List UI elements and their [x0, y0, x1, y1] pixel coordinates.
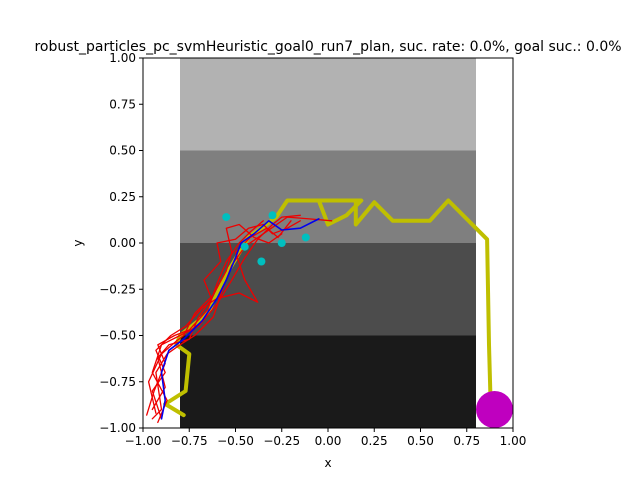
- y-tick-label-4: 0.00: [109, 236, 136, 250]
- y-tick-label-0: −1.00: [99, 421, 136, 435]
- chart-title: robust_particles_pc_svmHeuristic_goal0_r…: [34, 39, 621, 55]
- trajectory-line-4: [151, 220, 292, 420]
- x-tick-label-4: 0.00: [315, 434, 342, 448]
- y-tick-label-2: −0.50: [99, 329, 136, 343]
- background-band-2: [180, 243, 476, 336]
- trajectory-line-7: [160, 218, 320, 420]
- goal-circle: [476, 391, 513, 428]
- y-tick-label-1: −0.75: [99, 375, 136, 389]
- particle-markers: [222, 211, 310, 266]
- particle-point-3: [301, 233, 310, 242]
- particle-point-0: [222, 213, 231, 222]
- x-tick-label-1: −0.75: [171, 434, 208, 448]
- y-tick-label-6: 0.50: [109, 144, 136, 158]
- x-tick-label-6: 0.50: [407, 434, 434, 448]
- plot-area: [146, 58, 513, 428]
- x-axis-label: x: [324, 456, 331, 470]
- y-tick-label-3: −0.25: [99, 282, 136, 296]
- background-bands: [180, 58, 476, 428]
- particle-point-5: [268, 211, 277, 220]
- particle-point-1: [257, 257, 266, 266]
- background-band-3: [180, 335, 476, 428]
- x-tick-label-0: −1.00: [125, 434, 162, 448]
- background-band-0: [180, 58, 476, 151]
- x-tick-label-8: 1.00: [500, 434, 527, 448]
- x-axis: −1.00 −0.75 −0.50 −0.25 0.00 0.25 0.50 0.75 1.00: [125, 428, 527, 448]
- x-tick-label-2: −0.50: [217, 434, 254, 448]
- trajectory-line-5: [151, 220, 301, 411]
- particle-point-4: [240, 242, 249, 251]
- x-tick-label-7: 0.75: [453, 434, 480, 448]
- particle-point-2: [277, 239, 286, 247]
- x-tick-label-5: 0.25: [361, 434, 388, 448]
- trajectory-lines: [146, 198, 513, 428]
- y-tick-label-8: 1.00: [109, 51, 136, 65]
- y-tick-label-7: 0.75: [109, 97, 136, 111]
- y-tick-label-5: 0.25: [109, 190, 136, 204]
- background-band-1: [180, 150, 476, 243]
- y-axis: −1.00 −0.75 −0.50 −0.25 0.00 0.25 0.50 0.75 1.00: [99, 51, 143, 435]
- x-tick-label-3: −0.25: [263, 434, 300, 448]
- y-axis-label: y: [71, 239, 85, 246]
